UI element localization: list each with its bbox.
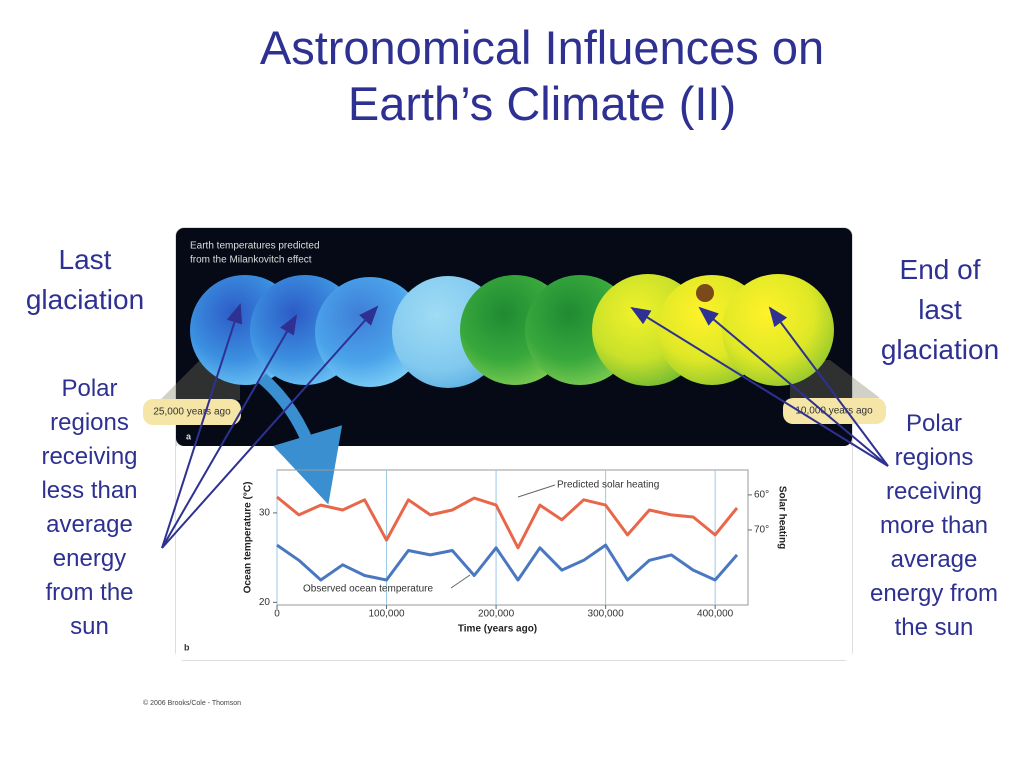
polar-cap bbox=[696, 284, 714, 302]
left-heading: Last glaciation bbox=[5, 240, 165, 320]
leader-line bbox=[517, 484, 556, 498]
heading-line: glaciation bbox=[25, 284, 145, 315]
left-note: Polar regions receiving less than averag… bbox=[41, 375, 138, 640]
panel-letter: a bbox=[186, 431, 192, 441]
right-heading: End of last glaciation bbox=[860, 250, 1020, 370]
y-axis-label: Ocean temperature (°C) bbox=[243, 482, 254, 594]
pointer-arrow bbox=[768, 306, 889, 467]
heading-line: last bbox=[918, 294, 962, 325]
globe bbox=[722, 274, 834, 386]
heading-line: End of bbox=[899, 254, 981, 285]
x-tick-label: 100,000 bbox=[368, 609, 405, 620]
slide-title: Astronomical Influences on Earth’s Clima… bbox=[0, 20, 1024, 132]
x-tick-label: 200,000 bbox=[478, 609, 515, 620]
x-tick-label: 400,000 bbox=[697, 609, 734, 620]
x-tick-label: 0 bbox=[274, 609, 280, 620]
pointer-arrow bbox=[161, 303, 243, 549]
series-line bbox=[276, 495, 739, 550]
pointer-arrow bbox=[630, 306, 889, 467]
y2-axis-label: Solar heating bbox=[776, 486, 787, 549]
y2-tick-label: 70° bbox=[754, 525, 769, 536]
heading-line: Last bbox=[58, 244, 112, 275]
series-label: Predicted solar heating bbox=[557, 480, 659, 491]
credit: © 2006 Brooks/Cole - Thomson bbox=[143, 699, 241, 707]
right-note: Polar regions receiving more than averag… bbox=[869, 410, 999, 641]
pointer-arrow bbox=[161, 314, 298, 549]
time-label: 10,000 years ago bbox=[795, 406, 873, 417]
series-line bbox=[276, 543, 739, 582]
pointer-arrow bbox=[161, 305, 379, 549]
panel-letter: b bbox=[184, 642, 190, 652]
x-axis-label: Time (years ago) bbox=[458, 624, 537, 635]
y2-tick-label: 60° bbox=[754, 490, 769, 501]
leader-line bbox=[450, 574, 471, 589]
panel-caption: from the Milankovitch effect bbox=[190, 255, 312, 266]
pointer-arrow bbox=[698, 306, 889, 467]
time-label: 25,000 years ago bbox=[153, 407, 231, 418]
title-line: Astronomical Influences on bbox=[259, 21, 825, 74]
time-label-box bbox=[143, 399, 241, 425]
y-tick-label: 20 bbox=[259, 597, 271, 608]
flow-arrow bbox=[258, 373, 343, 505]
heading-line: glaciation bbox=[880, 334, 1000, 365]
panel-caption: Earth temperatures predicted bbox=[190, 241, 320, 252]
x-tick-label: 300,000 bbox=[588, 609, 625, 620]
pointer-arrows bbox=[161, 303, 889, 549]
series-label: Observed ocean temperature bbox=[303, 584, 434, 595]
globe bbox=[315, 277, 425, 387]
title-line: Earth’s Climate (II) bbox=[347, 77, 737, 130]
y-tick-label: 30 bbox=[259, 508, 271, 519]
chart: 0 100,000 200,000 300,000 400,000 20 30 60° 70° T… bbox=[243, 469, 787, 635]
